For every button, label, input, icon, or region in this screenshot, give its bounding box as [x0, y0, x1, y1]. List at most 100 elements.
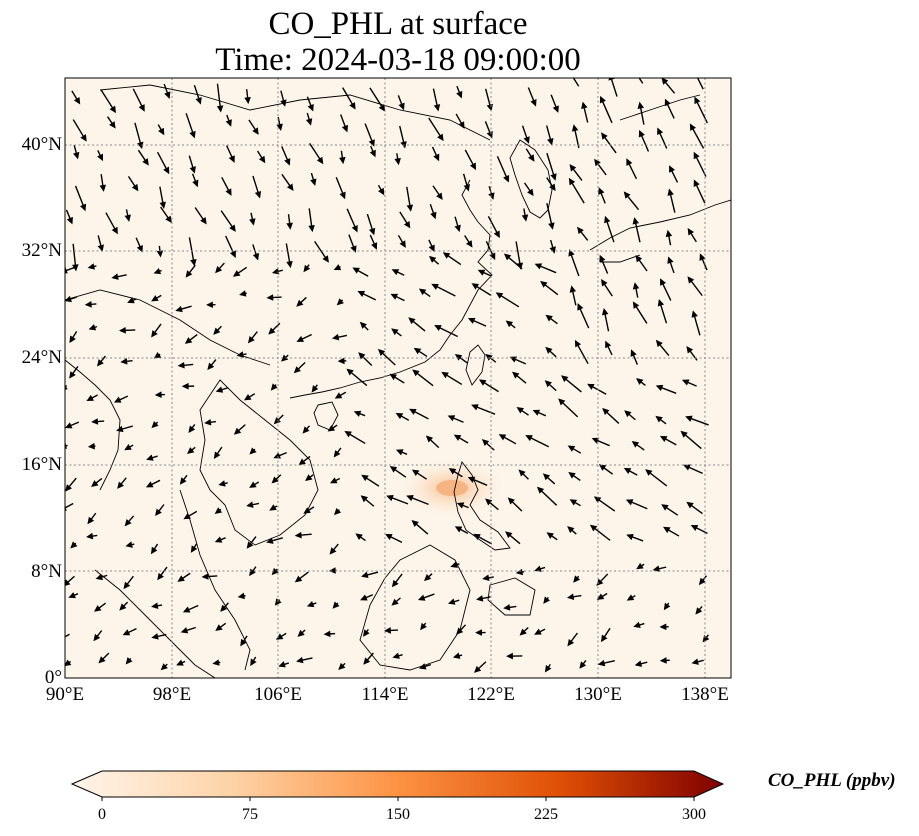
wind-arrow-head: [123, 581, 131, 590]
wind-arrow-head: [516, 406, 524, 414]
x-tick-label: 98°E: [152, 684, 192, 705]
wind-arrow-head: [667, 188, 674, 196]
x-tick-label: 90°E: [45, 684, 85, 705]
wind-arrow-head: [333, 450, 341, 458]
wind-arrow-head: [549, 183, 556, 192]
wind-arrow-head: [581, 101, 588, 110]
wind-arrow-head: [428, 255, 437, 263]
wind-arrow-head: [631, 441, 640, 448]
wind-arrow-head: [278, 661, 286, 668]
y-tick-label: 24°N: [21, 347, 62, 368]
wind-arrow-head: [349, 102, 356, 110]
x-tick-label: 114°E: [361, 684, 409, 705]
wind-arrow-head: [390, 293, 399, 300]
wind-arrow-head: [521, 214, 529, 222]
wind-arrow-head: [239, 290, 247, 297]
wind-arrow-head: [482, 574, 490, 581]
colorbar-tick-label: 300: [682, 806, 706, 823]
wind-arrow-head: [96, 359, 104, 367]
wind-arrow-head: [180, 627, 189, 634]
wind-arrow-head: [192, 179, 199, 188]
wind-arrow-head: [188, 425, 196, 433]
wind-arrow-head: [298, 458, 306, 466]
wind-arrow-head: [181, 382, 189, 390]
wind-arrow-head: [498, 434, 507, 441]
wind-arrow-head: [518, 469, 526, 477]
colorbar-tick-label: 0: [98, 806, 106, 823]
wind-arrow-head: [206, 301, 213, 309]
wind-arrow-head: [655, 415, 663, 423]
wind-arrow-head: [73, 96, 81, 105]
wind-arrow-head: [691, 310, 698, 318]
wind-arrow-head: [176, 659, 184, 666]
wind-arrow-head: [601, 278, 608, 287]
wind-arrow-head: [157, 572, 164, 581]
wind-arrow-head: [327, 425, 336, 432]
map-field: [65, 78, 731, 678]
wind-arrow-head: [418, 288, 427, 296]
wind-arrow-head: [361, 474, 369, 482]
wind-arrow-head: [635, 254, 643, 263]
wind-arrow-head: [489, 252, 496, 261]
wind-arrow-shaft: [572, 78, 580, 87]
wind-arrow-head: [189, 166, 196, 174]
wind-arrow-head: [659, 623, 667, 631]
wind-arrow-head: [286, 222, 293, 230]
wind-arrow-head: [247, 335, 255, 344]
india-coast: [65, 359, 121, 491]
wind-arrow-head: [434, 325, 442, 332]
wind-arrow-head: [386, 494, 394, 502]
wind-arrow-head: [425, 435, 434, 443]
mindanao: [487, 577, 536, 616]
wind-arrow-head: [142, 158, 149, 166]
wind-arrow-head: [663, 526, 671, 534]
wind-arrow-head: [657, 299, 665, 307]
wind-arrow-head: [378, 187, 385, 196]
wind-arrow-head: [636, 378, 644, 385]
wind-arrow-head: [544, 664, 552, 673]
wind-arrow-head: [604, 215, 611, 224]
wind-arrow-head: [546, 532, 554, 539]
wind-arrow-head: [456, 90, 463, 99]
wind-arrow-head: [249, 218, 256, 226]
wind-arrow-head: [97, 153, 104, 162]
wind-arrow-head: [453, 434, 462, 441]
wind-arrow-head: [659, 657, 667, 664]
wind-arrow-head: [184, 337, 193, 344]
wind-arrow-head: [601, 132, 608, 140]
wind-arrow-head: [368, 227, 376, 236]
wind-arrow-head: [116, 425, 124, 433]
wind-arrow-head: [357, 290, 366, 297]
wind-arrow-head: [293, 366, 301, 374]
wind-arrow-head: [88, 324, 97, 331]
wind-arrow-head: [663, 602, 671, 611]
wind-arrow-head: [177, 575, 185, 582]
wind-arrow-head: [229, 224, 236, 232]
wind-arrow-head: [534, 628, 542, 635]
wind-arrow-head: [353, 410, 362, 417]
wind-arrow-head: [109, 105, 117, 114]
wind-arrow-head: [645, 469, 653, 476]
wind-arrow-head: [485, 498, 493, 506]
wind-arrow-head: [70, 541, 78, 549]
wind-arrow-head: [305, 474, 313, 482]
wind-arrow-head: [138, 104, 145, 112]
wind-arrow-head: [119, 603, 127, 611]
wind-arrow-head: [598, 187, 605, 195]
wind-arrow-head: [214, 507, 223, 514]
wind-arrow-head: [567, 445, 576, 452]
wind-arrow-head: [587, 383, 595, 390]
colorbar-ticks: [101, 797, 695, 801]
luzon: [453, 461, 511, 551]
wind-arrow-head: [346, 368, 354, 376]
wind-arrow-head: [323, 630, 331, 638]
wind-arrow-head: [690, 524, 699, 531]
wind-arrow-head: [567, 526, 575, 534]
wind-arrow-head: [636, 562, 644, 570]
wind-arrow-head: [602, 407, 610, 416]
wind-arrow-head: [630, 349, 637, 357]
wind-arrow-head: [65, 484, 72, 492]
wind-arrow-head: [252, 127, 259, 135]
wind-arrow-head: [418, 663, 427, 670]
wind-arrow-head: [409, 408, 417, 415]
